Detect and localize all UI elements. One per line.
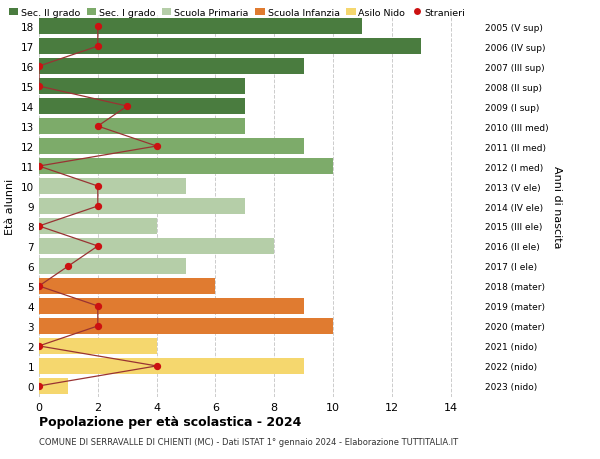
Point [93, 23, 103, 31]
Bar [39, 59, 304, 75]
Bar [39, 99, 245, 115]
Bar [39, 39, 421, 55]
Point [93, 123, 103, 130]
Bar [39, 78, 245, 95]
Point [64, 263, 73, 270]
Point [93, 243, 103, 250]
Legend: Sec. II grado, Sec. I grado, Scuola Primaria, Scuola Infanzia, Asilo Nido, Stran: Sec. II grado, Sec. I grado, Scuola Prim… [5, 5, 469, 21]
Point [34, 63, 44, 71]
Point [93, 43, 103, 50]
Bar [39, 258, 186, 274]
Point [93, 203, 103, 210]
Point [122, 103, 132, 111]
Point [152, 363, 161, 370]
Text: Popolazione per età scolastica - 2024: Popolazione per età scolastica - 2024 [39, 415, 301, 428]
Y-axis label: Anni di nascita: Anni di nascita [553, 165, 562, 248]
Bar [39, 179, 186, 195]
Bar [39, 118, 245, 135]
Y-axis label: Età alunni: Età alunni [5, 179, 16, 235]
Point [93, 183, 103, 190]
Text: COMUNE DI SERRAVALLE DI CHIENTI (MC) - Dati ISTAT 1° gennaio 2024 - Elaborazione: COMUNE DI SERRAVALLE DI CHIENTI (MC) - D… [39, 437, 458, 446]
Point [93, 323, 103, 330]
Point [93, 302, 103, 310]
Point [34, 382, 44, 390]
Bar [39, 298, 304, 314]
Point [34, 223, 44, 230]
Point [34, 83, 44, 90]
Bar [39, 19, 362, 35]
Bar [39, 378, 68, 394]
Bar [39, 218, 157, 235]
Point [34, 283, 44, 290]
Bar [39, 278, 215, 295]
Bar [39, 318, 333, 335]
Bar [39, 358, 304, 374]
Bar [39, 158, 333, 175]
Bar [39, 238, 274, 255]
Point [34, 163, 44, 170]
Point [152, 143, 161, 151]
Point [34, 342, 44, 350]
Bar [39, 198, 245, 215]
Bar [39, 338, 157, 354]
Bar [39, 139, 304, 155]
